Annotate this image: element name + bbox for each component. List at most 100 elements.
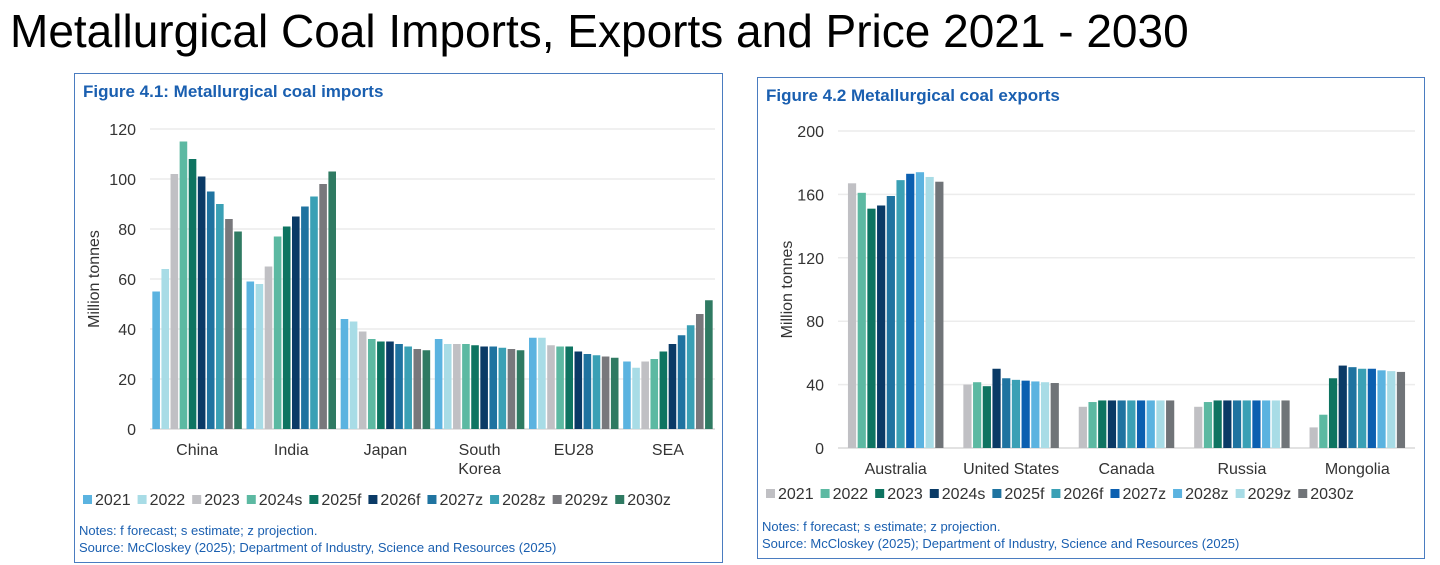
bar-2023-sea [641,361,649,429]
bar-2027z-mongolia [1367,368,1376,448]
bar-2023-russia [1213,400,1222,448]
y-tick-label: 0 [815,441,824,458]
bar-2028z-sea [686,325,695,429]
bar-2027z-united-states [1021,380,1030,448]
bar-2025f-india [282,226,291,429]
legend-swatch [1110,489,1120,498]
bar-2024s-russia [1223,400,1232,448]
bar-2030z-canada [1166,400,1175,448]
bar-2029z-united-states [1040,382,1050,448]
x-tick-label: Canada [1098,461,1154,478]
legend-label: 2028z [502,492,546,509]
y-tick-label: 200 [797,124,824,141]
chart-source: Source: McCloskey (2025); Department of … [79,540,557,555]
legend-label: 2029z [1248,486,1292,503]
legend-label: 2029z [565,492,609,509]
legend-swatch [246,495,256,504]
legend-label: 2026f [1063,486,1104,503]
bar-2021-south-korea [434,339,443,429]
legend-swatch [820,489,830,498]
chart-title: Figure 4.1: Metallurgical coal imports [83,82,384,101]
legend-swatch [552,495,562,504]
imports-chart-panel: Figure 4.1: Metallurgical coal imports 0… [74,73,723,563]
y-tick-label: 160 [797,187,824,204]
bar-2022-japan [349,321,358,429]
bar-2022-south-korea [443,344,452,429]
bar-2021-india [246,281,255,429]
bar-2023-canada [1098,400,1107,448]
legend-label: 2025f [1004,486,1045,503]
legend-label: 2021 [95,492,131,509]
bar-2024s-united-states [992,368,1001,448]
legend-swatch [875,489,885,498]
legend-label: 2021 [778,486,814,503]
bar-2025f-south-korea [471,345,479,429]
x-tick-label: China [176,442,218,459]
y-tick-label: 120 [109,122,136,139]
bar-2030z-mongolia [1396,371,1406,448]
bar-2028z-south-korea [498,347,507,429]
bar-2022-australia [857,192,866,448]
bar-2025f-sea [659,351,668,429]
bar-2029z-russia [1271,400,1280,448]
bar-2024s-mongolia [1338,365,1347,448]
bar-2027z-sea [677,335,686,429]
x-tick-label: EU28 [554,442,594,459]
bar-2026f-russia [1242,400,1251,448]
y-tick-label: 120 [797,251,824,268]
legend-swatch [992,489,1002,498]
bar-2028z-india [310,196,318,429]
bar-2029z-japan [413,349,422,429]
bar-2027z-australia [906,173,915,449]
legend-label: 2028z [1185,486,1229,503]
chart-source: Source: McCloskey (2025); Department of … [762,536,1240,551]
bar-2028z-canada [1146,400,1155,448]
bar-2030z-south-korea [516,350,525,429]
y-axis-label: Million tonnes [86,230,103,328]
bar-2021-japan [340,319,349,429]
legend-swatch [490,495,500,504]
bar-2026f-united-states [1011,379,1021,448]
bar-2023-mongolia [1328,378,1338,448]
bar-2024s-south-korea [462,344,470,429]
bar-2025f-japan [377,341,385,429]
bar-2026f-mongolia [1358,368,1367,448]
bar-2028z-mongolia [1377,370,1386,448]
legend-label: 2024s [942,486,986,503]
chart-title: Figure 4.2 Metallurgical coal exports [766,86,1060,105]
bar-2022-russia [1203,402,1213,448]
y-tick-label: 80 [118,222,136,239]
bar-2028z-china [216,204,224,429]
legend-label: 2022 [833,486,869,503]
page-title: Metallurgical Coal Imports, Exports and … [10,5,1189,57]
bar-2022-eu28 [538,337,546,429]
legend-label: 2024s [259,492,303,509]
bar-2027z-india [301,206,309,429]
bar-2030z-eu28 [610,357,619,429]
bar-2026f-japan [386,341,394,429]
bar-2029z-canada [1156,400,1165,448]
y-tick-label: 80 [806,314,824,331]
bar-2029z-mongolia [1387,371,1396,448]
bar-2021-australia [847,183,857,448]
bar-2030z-india [328,171,336,429]
bar-2026f-canada [1127,400,1136,448]
legend-label: 2030z [627,492,671,509]
x-tick-label: Japan [364,442,408,459]
bar-2029z-eu28 [601,356,610,429]
legend-swatch [137,495,147,504]
bar-2025f-mongolia [1348,367,1357,448]
y-axis-label: Million tonnes [779,241,796,339]
bar-2030z-japan [422,350,431,429]
bar-2024s-japan [367,339,376,429]
bar-2025f-united-states [1002,378,1011,448]
x-tick-label: Mongolia [1325,461,1390,478]
bar-2021-russia [1194,406,1203,448]
chart-notes: Notes: f forecast; s estimate; z project… [762,519,1001,534]
legend-swatch [427,495,437,504]
bar-2026f-india [292,216,300,429]
bar-2030z-united-states [1050,383,1059,448]
legend-label: 2023 [887,486,923,503]
bar-2027z-russia [1252,400,1261,448]
chart-notes: Notes: f forecast; s estimate; z project… [79,523,318,538]
